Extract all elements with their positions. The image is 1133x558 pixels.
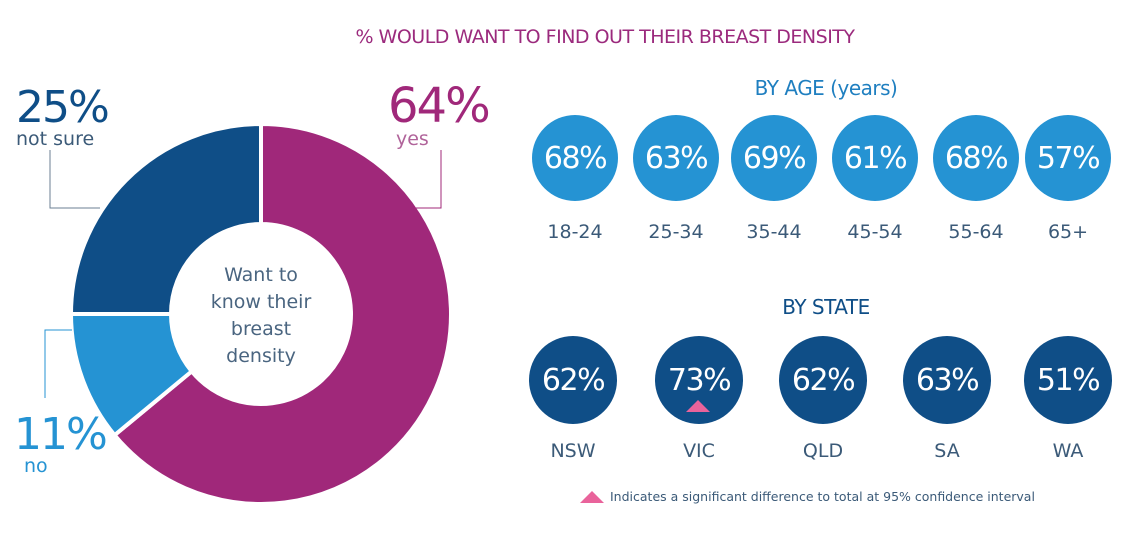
age-value-bubble: 57% (1025, 115, 1111, 201)
state-value-bubble: 51% (1024, 336, 1112, 424)
significance-triangle-icon (580, 490, 604, 503)
slice-label-no: 11% no (14, 409, 108, 477)
slice-value: 25% (16, 82, 110, 133)
donut-slice-not-sure (68, 121, 263, 316)
state-category-label: SA (934, 440, 960, 462)
slice-name: no (24, 455, 48, 477)
leader-line-yes (405, 150, 442, 209)
age-category-label: 18-24 (547, 221, 603, 243)
state-category-label: QLD (802, 440, 844, 462)
bubble-value: 61% (843, 140, 908, 176)
age-category-label: 65+ (1047, 221, 1089, 243)
bubble-value: 68% (944, 140, 1009, 176)
slice-label-yes: 64% yes (388, 78, 491, 150)
slice-value: 11% (14, 409, 108, 460)
bubble-value: 63% (915, 362, 980, 398)
state-category-label: VIC (683, 440, 715, 462)
slice-label-not-sure: 25% not sure (16, 82, 110, 150)
state-section-title: BY STATE (782, 295, 870, 319)
bubble-value: 73% (667, 362, 732, 398)
significance-triangle-icon (686, 400, 710, 412)
state-category-label: NSW (550, 440, 596, 462)
bubble-value: 51% (1036, 362, 1101, 398)
slice-value: 64% (388, 78, 491, 134)
slice-name: yes (396, 128, 429, 150)
chart-title: % WOULD WANT TO FIND OUT THEIR BREAST DE… (355, 26, 855, 48)
state-value-bubble: 73% (655, 336, 743, 424)
bubble-value: 57% (1036, 140, 1101, 176)
bubble-value: 63% (644, 140, 709, 176)
legend: Indicates a significant difference to to… (580, 489, 1035, 504)
donut-slice-yes (111, 121, 453, 506)
age-category-label: 25-34 (648, 221, 704, 243)
bubble-value: 69% (742, 140, 807, 176)
bubble-value: 62% (541, 362, 606, 398)
age-section-title: BY AGE (years) (754, 76, 898, 100)
state-value-bubble: 63% (903, 336, 991, 424)
legend-text: Indicates a significant difference to to… (610, 489, 1035, 504)
donut-center-label: Want to know their breast density (210, 264, 312, 367)
bubble-value: 62% (791, 362, 856, 398)
leader-line-no (44, 329, 72, 398)
age-value-bubble: 63% (633, 115, 719, 201)
slice-name: not sure (16, 128, 95, 150)
age-value-bubble: 61% (832, 115, 918, 201)
age-category-label: 45-54 (847, 221, 903, 243)
bubble-value: 68% (543, 140, 608, 176)
age-value-bubble: 68% (933, 115, 1019, 201)
state-value-bubble: 62% (779, 336, 867, 424)
age-category-label: 55-64 (948, 221, 1004, 243)
age-value-bubble: 68% (532, 115, 618, 201)
leader-line-not-sure (49, 150, 100, 209)
age-category-label: 35-44 (746, 221, 802, 243)
state-category-label: WA (1052, 440, 1084, 462)
donut-chart (44, 121, 453, 506)
state-value-bubble: 62% (529, 336, 617, 424)
age-value-bubble: 69% (731, 115, 817, 201)
